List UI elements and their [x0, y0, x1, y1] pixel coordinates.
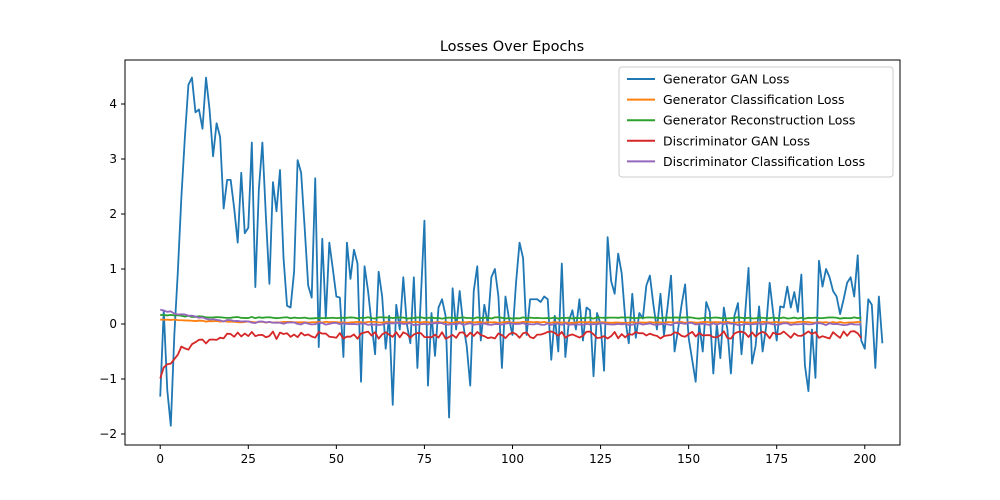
legend-box: [618, 66, 894, 178]
x-tick-label: 75: [417, 452, 432, 466]
legend-label: Discriminator GAN Loss: [663, 133, 810, 148]
legend-label: Generator Classification Loss: [663, 92, 845, 107]
y-tick-label: 3: [109, 152, 117, 166]
legend-label: Generator GAN Loss: [663, 72, 789, 87]
legend: Generator GAN Loss Generator Classificati…: [618, 66, 894, 178]
x-tick-label: 25: [241, 452, 256, 466]
x-tick-label: 150: [677, 452, 700, 466]
y-tick-label: −1: [99, 372, 117, 386]
x-tick-label: 0: [156, 452, 164, 466]
series-line-3: [160, 313, 862, 320]
y-tick-label: 4: [109, 97, 117, 111]
legend-label: Discriminator Classification Loss: [663, 154, 865, 169]
chart-title: Losses Over Epochs: [440, 39, 584, 55]
y-tick-label: −2: [99, 427, 117, 441]
x-tick-label: 200: [853, 452, 876, 466]
series-line-4: [159, 330, 862, 379]
legend-label: Generator Reconstruction Loss: [663, 113, 855, 128]
y-tick-label: 1: [109, 262, 117, 276]
series-line-1: [159, 76, 884, 427]
y-tick-label: 0: [109, 317, 117, 331]
x-tick-label: 125: [589, 452, 612, 466]
x-tick-label: 50: [329, 452, 344, 466]
x-tick-label: 100: [501, 452, 524, 466]
series-line-5: [159, 308, 862, 326]
y-tick-label: 2: [109, 207, 117, 221]
x-tick-label: 175: [765, 452, 788, 466]
